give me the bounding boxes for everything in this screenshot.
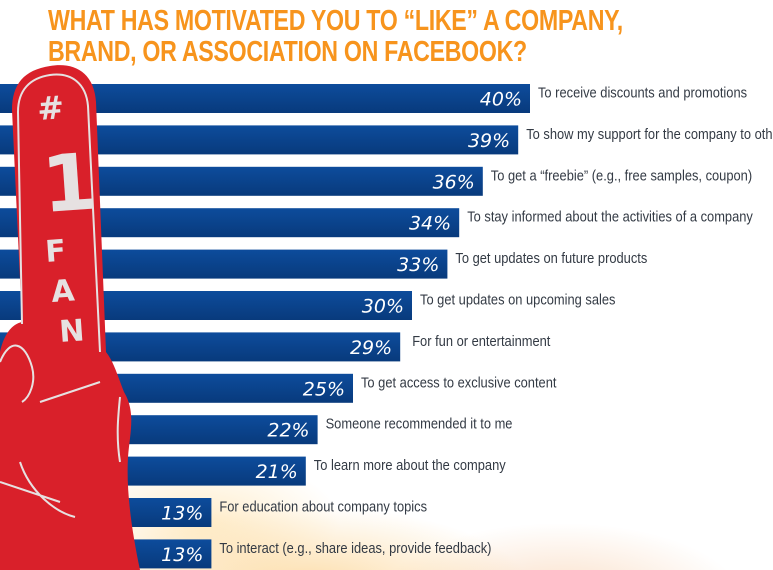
bar-value-label: 40%: [480, 89, 522, 111]
bar-value-label: 22%: [267, 420, 309, 442]
foam-finger-letter: A: [50, 273, 76, 310]
foam-finger-letter: F: [44, 234, 67, 270]
foam-finger-outline: [0, 73, 121, 518]
category-label: To get updates on future products: [455, 249, 647, 266]
bar-value-label: 39%: [468, 130, 510, 152]
bar-value-label: 33%: [397, 254, 439, 276]
bar-value-label: 29%: [350, 337, 392, 359]
category-label: To get updates on upcoming sales: [420, 291, 616, 308]
category-label: For education about company topics: [219, 498, 427, 515]
bar-value-label: 25%: [303, 378, 345, 400]
category-label: Someone recommended it to me: [326, 415, 513, 432]
foam-finger-letter: #: [36, 88, 65, 128]
foam-finger-letter: N: [58, 313, 85, 350]
category-label: To stay informed about the activities of…: [467, 208, 753, 225]
bar-value-label: 34%: [409, 213, 451, 235]
category-label: To get access to exclusive content: [361, 373, 557, 390]
category-label: To learn more about the company: [314, 456, 506, 473]
foam-finger-shape: [0, 65, 140, 570]
category-label: To interact (e.g., share ideas, provide …: [219, 539, 491, 556]
chart-title: WHAT HAS MOTIVATED YOU TO “LIKE” A COMPA…: [48, 5, 623, 68]
category-label: To show my support for the company to ot…: [526, 125, 773, 142]
category-label: For fun or entertainment: [412, 332, 550, 349]
bar-value-label: 13%: [161, 544, 203, 566]
bar-value-label: 13%: [161, 503, 203, 525]
category-label: To get a “freebie” (e.g., free samples, …: [491, 166, 752, 183]
bar-value-label: 21%: [256, 461, 298, 483]
bar-value-label: 36%: [433, 171, 475, 193]
category-label: To receive discounts and promotions: [538, 84, 747, 101]
foam-finger-letter: 1: [39, 137, 99, 231]
bar-value-label: 30%: [362, 296, 404, 318]
